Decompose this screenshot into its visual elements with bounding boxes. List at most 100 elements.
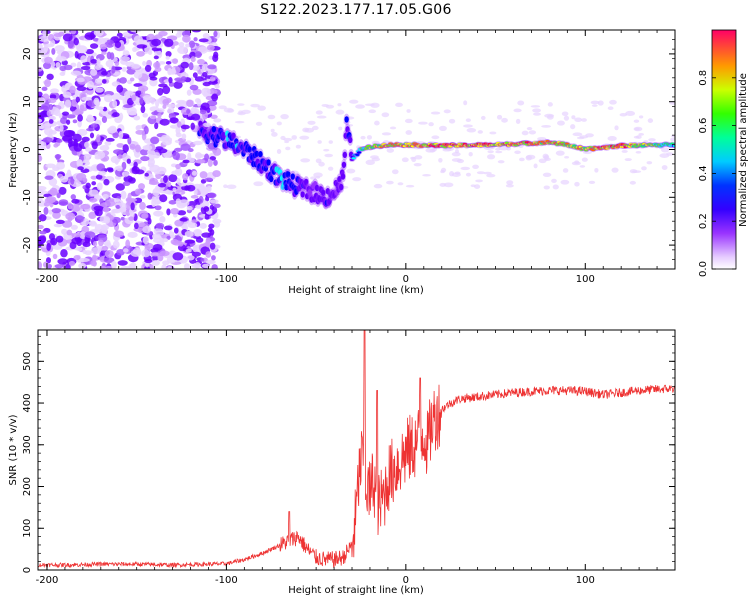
spectrogram-speck — [152, 188, 160, 197]
spectrogram-speck — [192, 72, 198, 79]
spectrogram-speck — [257, 105, 266, 111]
spectrogram-speck — [366, 135, 373, 140]
spectrogram-speck — [170, 238, 179, 245]
spectrogram-speck — [413, 162, 422, 167]
spectrogram-speck — [159, 215, 166, 223]
x-tick-label: 100 — [576, 274, 595, 285]
spectrogram-speck — [38, 140, 44, 148]
spectrogram-speck — [86, 116, 95, 123]
spectrogram-speck — [173, 227, 179, 234]
spectrogram-speck — [48, 119, 54, 124]
spectrogram-speck — [193, 140, 203, 146]
spectrogram-speck — [513, 108, 522, 113]
spectrogram-speck — [638, 115, 644, 119]
spectrogram-speck — [276, 121, 282, 126]
spectrogram-speck — [112, 240, 120, 249]
spectrogram-speck — [213, 159, 218, 166]
ridge-point — [231, 132, 236, 139]
spectrogram-speck — [174, 167, 183, 176]
spectrogram-speck — [647, 118, 654, 123]
spectrogram-speck — [202, 81, 211, 87]
spectrogram-speck — [410, 156, 416, 160]
spectrogram-speck — [151, 198, 157, 208]
spectrogram-speck — [120, 190, 127, 200]
spectrogram-speck — [46, 196, 57, 203]
spectrogram-speck — [88, 189, 99, 197]
spectrogram-speck — [113, 71, 121, 76]
spectrogram-speck — [186, 89, 192, 96]
spectrogram-speck — [223, 184, 228, 189]
spectrogram-speck — [48, 104, 54, 111]
spectrogram-y-label: Frequency (Hz) — [8, 112, 19, 188]
spectrogram-speck — [563, 115, 570, 121]
spectrogram-speck — [204, 177, 214, 182]
spectrogram-speck — [85, 147, 92, 152]
spectrogram-speck — [188, 40, 196, 49]
ridge-point — [342, 151, 348, 159]
spectrogram-speck — [121, 66, 127, 72]
spectrogram-speck — [131, 63, 141, 69]
spectrogram-speck — [475, 179, 483, 183]
spectrogram-speck — [195, 51, 202, 58]
spectrogram-speck — [180, 76, 187, 81]
spectrogram-speck — [133, 115, 141, 121]
spectrogram-speck — [150, 115, 157, 120]
spectrogram-speck — [285, 146, 291, 151]
spectrogram-speck — [190, 194, 199, 199]
spectrogram-speck — [466, 128, 477, 133]
spectrogram-speck — [49, 187, 58, 196]
spectrogram-speck — [276, 149, 282, 154]
spectrogram-speck — [126, 68, 136, 75]
spectrogram-speck — [54, 45, 65, 52]
ridge-point — [234, 138, 239, 145]
spectrogram-speck — [151, 38, 162, 47]
spectrogram-speck — [209, 204, 215, 211]
spectrogram-speck — [310, 176, 317, 180]
spectrogram-speck — [174, 147, 183, 152]
ridge-point — [339, 183, 344, 191]
spectrogram-speck — [205, 259, 216, 265]
spectrogram-speck — [118, 112, 124, 121]
spectrogram-speck — [75, 96, 81, 103]
spectrogram-speck — [271, 132, 278, 137]
spectrogram-speck — [107, 168, 114, 173]
ridge-point — [670, 142, 675, 145]
spectrogram-speck — [55, 235, 64, 243]
spectrogram-speck — [226, 184, 237, 189]
spectrogram-speck — [211, 255, 216, 261]
spectrogram-speck — [66, 114, 76, 119]
spectrogram-speck — [189, 84, 199, 91]
spectrogram-speck — [335, 109, 345, 115]
ridge-point — [300, 191, 305, 198]
spectrogram-speck — [590, 100, 600, 105]
spectrogram-speck — [81, 136, 90, 142]
ridge-point — [356, 151, 362, 154]
spectrogram-speck — [621, 149, 628, 153]
spectrogram-speck — [200, 102, 210, 111]
spectrogram-speck — [101, 51, 107, 55]
spectrogram-speck — [448, 118, 456, 124]
spectrogram-speck — [154, 34, 163, 39]
spectrogram-speck — [208, 223, 215, 229]
snr-series — [38, 330, 675, 569]
spectrogram-speck — [318, 161, 325, 167]
spectrogram-speck — [71, 237, 82, 245]
spectrogram-speck — [152, 243, 163, 251]
ridge-point — [284, 184, 289, 191]
spectrogram-speck — [211, 93, 218, 102]
spectrogram-speck — [557, 120, 565, 126]
spectrogram-speck — [132, 46, 138, 53]
spectrogram-speck — [72, 119, 78, 124]
spectrogram-speck — [142, 61, 147, 66]
spectrogram-speck — [624, 158, 632, 161]
spectrogram-speck — [76, 77, 85, 83]
spectrogram-speck — [106, 126, 118, 134]
spectrogram-speck — [374, 120, 380, 126]
spectrogram-speck — [127, 231, 138, 238]
spectrogram-speck — [206, 192, 217, 199]
ridge-point — [247, 146, 252, 153]
spectrogram-speck — [159, 250, 170, 257]
spectrogram-speck — [61, 85, 67, 93]
spectrogram-speck — [541, 124, 552, 128]
spectrogram-speck — [250, 103, 260, 108]
